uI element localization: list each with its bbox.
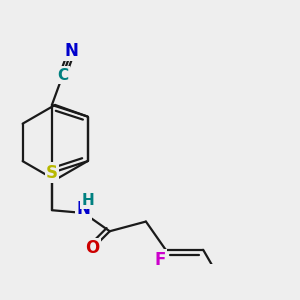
Text: H: H	[82, 193, 94, 208]
Text: S: S	[46, 164, 58, 182]
Text: N: N	[77, 200, 91, 218]
Text: F: F	[154, 250, 166, 268]
Text: O: O	[85, 239, 100, 257]
Text: C: C	[57, 68, 68, 82]
Text: N: N	[65, 42, 79, 60]
